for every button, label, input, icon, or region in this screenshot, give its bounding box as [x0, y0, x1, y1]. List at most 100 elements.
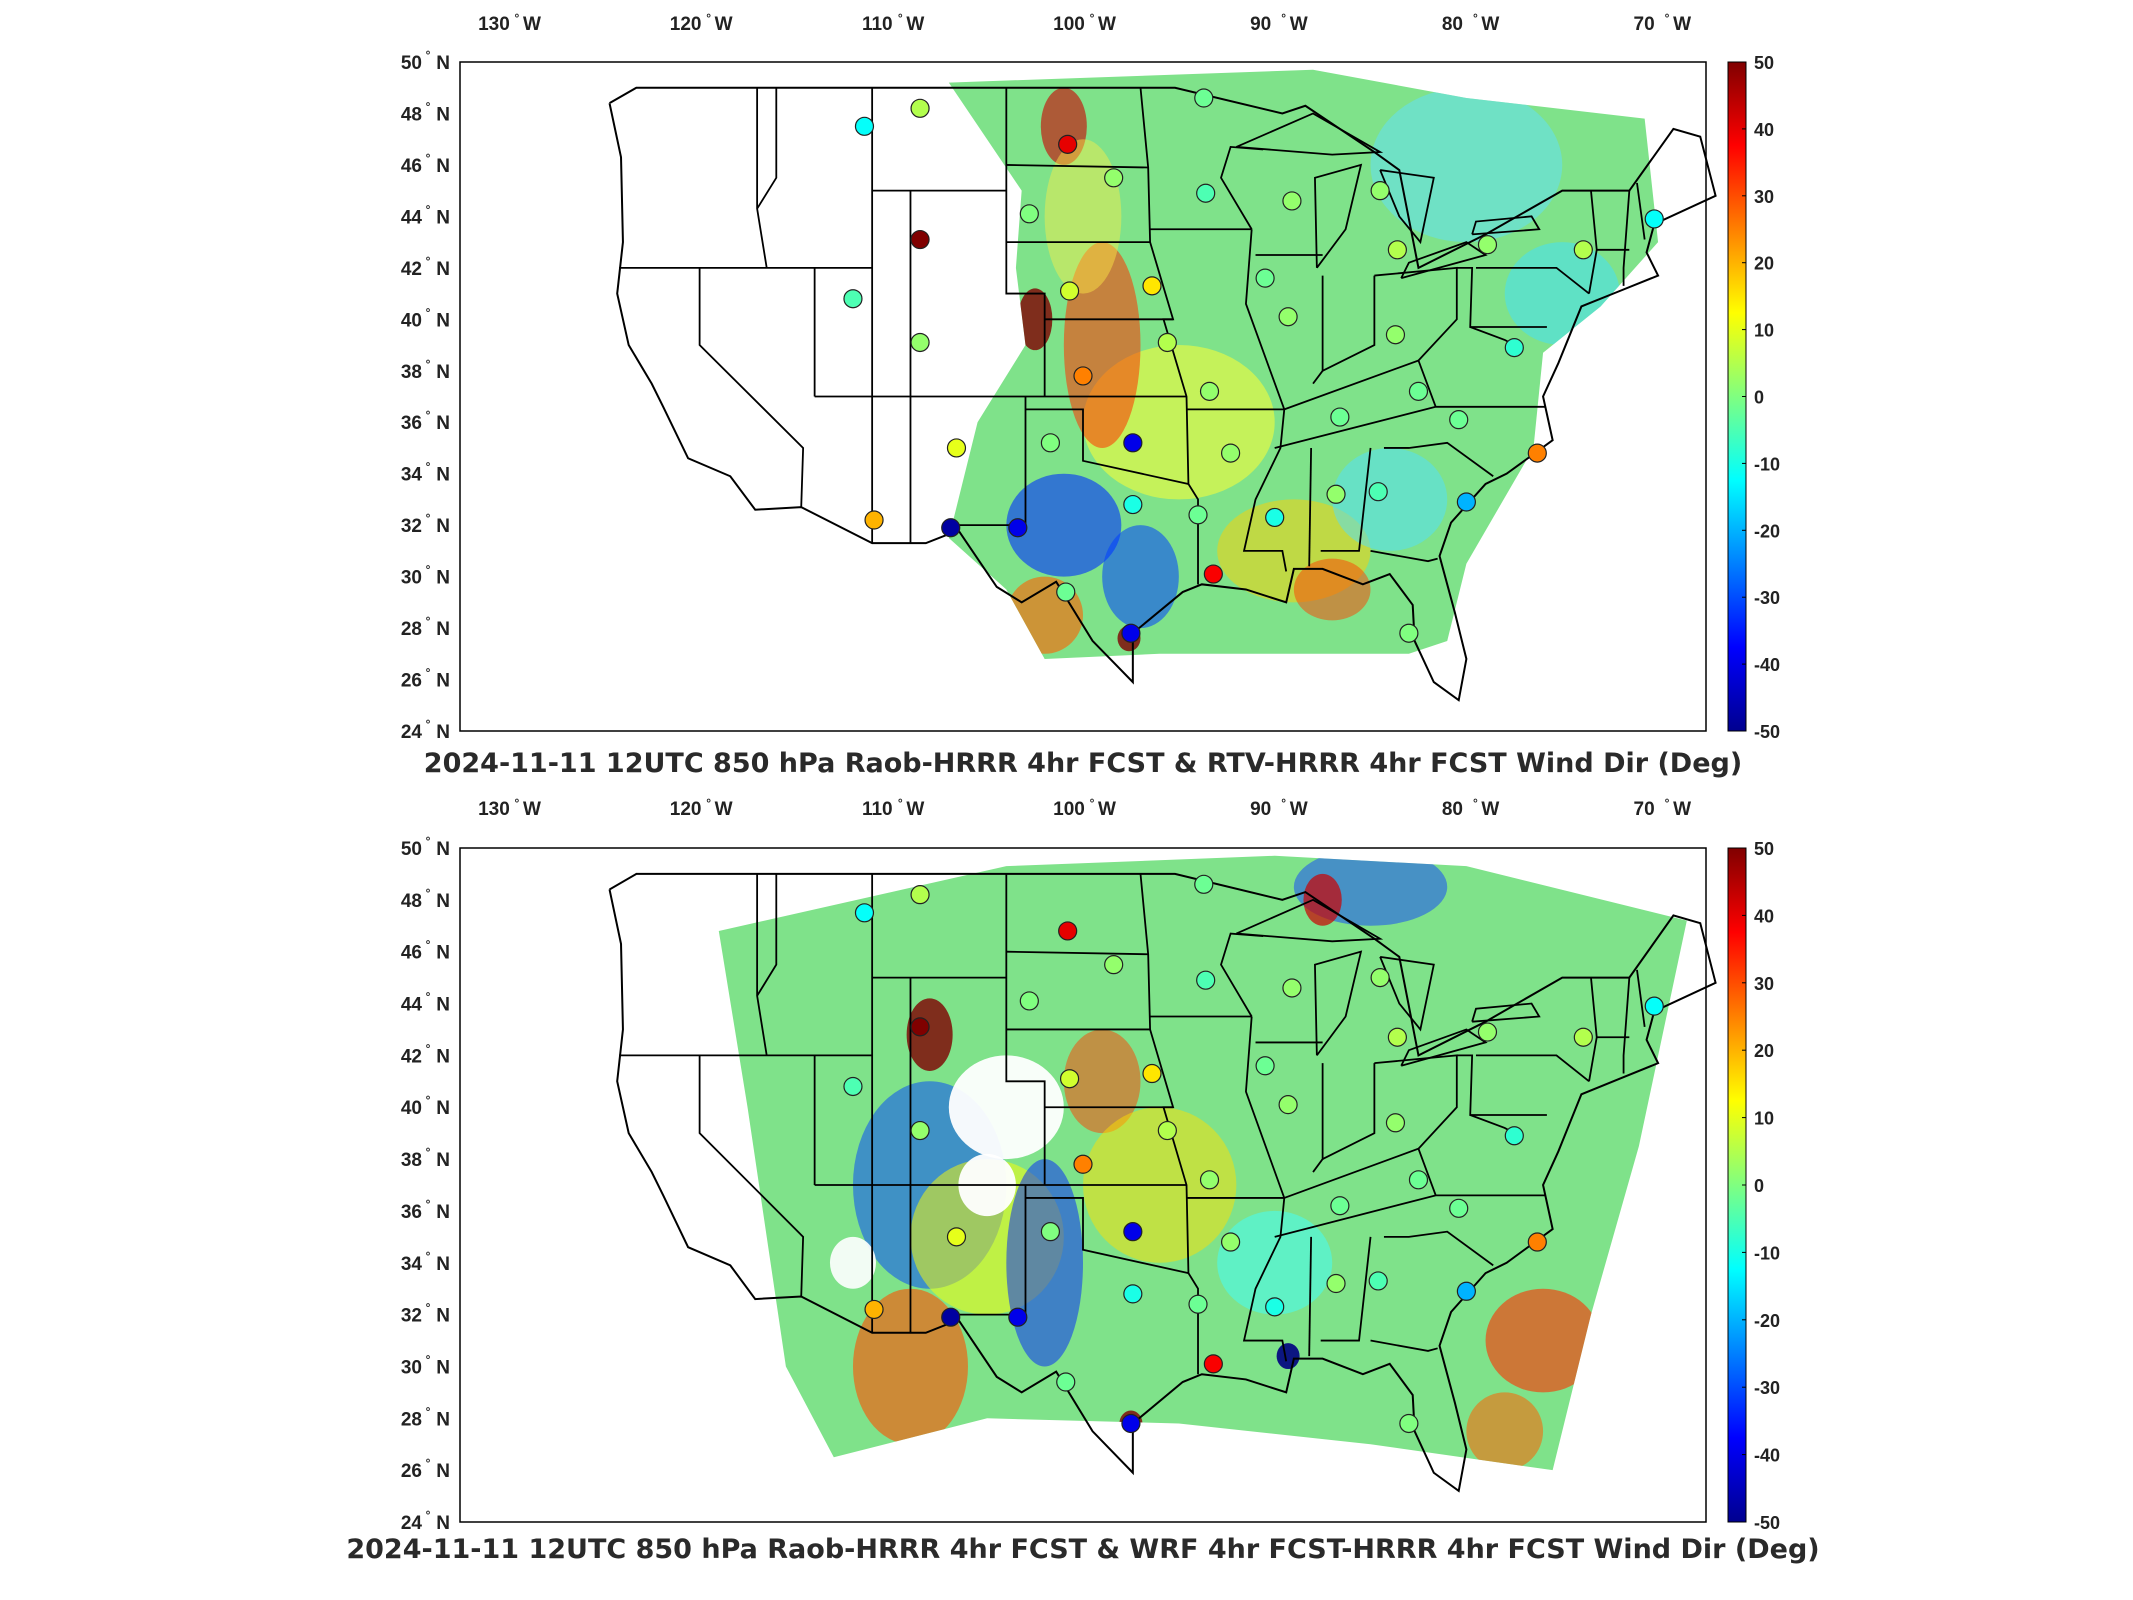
lon-hemisphere-label: W — [1481, 14, 1499, 35]
lake-outline — [1235, 112, 1384, 156]
lat-tick-label: 48 — [401, 891, 422, 912]
state-boundary — [1374, 1054, 1458, 1150]
colorbar-tick-label: -30 — [1754, 588, 1780, 608]
raob-station-marker — [1221, 1232, 1241, 1252]
lat-tick-labels: 50 ° N48 ° N46 ° N44 ° N42 ° N40 ° N38 ° N36 ° N34 ° N32 ° N… — [401, 834, 450, 1534]
degree-symbol: ° — [426, 1404, 431, 1418]
lat-hemisphere-label: N — [436, 1357, 450, 1378]
lat-tick-labels: 50 ° N48 ° N46 ° N44 ° N42 ° N40 ° N38 ° N36 ° N34 ° N32 ° N… — [401, 48, 450, 743]
field-anomaly — [1485, 1288, 1601, 1393]
lon-tick-label: 120 — [670, 14, 702, 35]
field-anomaly — [1466, 1392, 1544, 1471]
raob-station-marker — [1040, 433, 1061, 453]
raob-station-marker — [1188, 1294, 1208, 1314]
raob-station-marker — [1194, 874, 1214, 894]
lon-tick-label: 70 — [1634, 799, 1655, 820]
lake-outline — [1471, 215, 1541, 236]
raob-station-marker — [1408, 381, 1429, 401]
raob-station-marker — [1399, 623, 1419, 643]
state-boundary — [1322, 275, 1376, 372]
lat-hemisphere-label: N — [436, 1409, 450, 1430]
raob-station-marker — [946, 1227, 967, 1247]
degree-symbol: ° — [515, 11, 520, 25]
degree-symbol: ° — [706, 796, 711, 810]
colorbar-tick-label: 0 — [1754, 1176, 1764, 1196]
panel-title: 2024-11-11 12UTC 850 hPa Raob-HRRR 4hr F… — [346, 1534, 1819, 1565]
degree-symbol: ° — [426, 563, 431, 577]
lat-tick-label: 40 — [401, 310, 422, 331]
raob-station-marker — [1196, 970, 1216, 990]
raob-station-marker — [1123, 494, 1143, 515]
raob-station-marker — [1008, 518, 1028, 538]
lat-hemisphere-label: N — [436, 53, 450, 74]
raob-station-marker — [1121, 1413, 1141, 1434]
degree-symbol: ° — [426, 202, 431, 216]
raob-station-marker — [1644, 209, 1664, 229]
field-anomaly — [1006, 473, 1122, 577]
state-boundary — [1622, 977, 1631, 1074]
raob-station-marker — [1265, 1297, 1285, 1317]
lat-tick-label: 28 — [401, 619, 422, 640]
degree-symbol: ° — [515, 796, 520, 810]
degree-symbol: ° — [426, 990, 431, 1004]
raob-station-marker — [1188, 505, 1208, 525]
colorbar-tick-label: 10 — [1754, 321, 1774, 341]
degree-symbol: ° — [1090, 11, 1095, 25]
state-boundary — [1320, 1236, 1372, 1342]
raob-station-marker — [1104, 955, 1124, 975]
degree-symbol: ° — [426, 1456, 431, 1470]
degree-symbol: ° — [426, 1093, 431, 1107]
raob-station-marker — [1278, 307, 1298, 327]
lon-tick-label: 90 — [1250, 14, 1271, 35]
field-anomaly — [1276, 1343, 1300, 1370]
raob-station-marker — [1123, 433, 1143, 453]
lat-tick-label: 30 — [401, 1357, 422, 1378]
colorbar-tick-label: -20 — [1754, 521, 1780, 541]
degree-symbol: ° — [706, 11, 711, 25]
raob-station-marker — [1019, 991, 1039, 1011]
lat-tick-label: 32 — [401, 516, 422, 537]
raob-station-marker — [1326, 484, 1346, 504]
lat-hemisphere-label: N — [436, 207, 450, 228]
degree-symbol: ° — [426, 938, 431, 952]
colorbar-tick-label: -10 — [1754, 1243, 1780, 1263]
raob-station-marker — [1040, 1222, 1061, 1242]
lat-tick-label: 36 — [401, 413, 422, 434]
lat-tick-label: 44 — [401, 995, 423, 1016]
lat-tick-label: 42 — [401, 259, 422, 280]
degree-symbol: ° — [426, 48, 431, 62]
raob-station-marker — [1056, 582, 1076, 602]
raob-station-marker — [1527, 1232, 1547, 1252]
lat-hemisphere-label: N — [436, 259, 450, 280]
raob-station-marker — [1265, 507, 1285, 528]
raob-station-marker — [1573, 1027, 1593, 1047]
colorbar-tick-label: -30 — [1754, 1378, 1780, 1398]
lat-hemisphere-label: N — [436, 568, 450, 589]
raob-station-marker — [1477, 235, 1498, 255]
raob-stations — [843, 874, 1664, 1434]
lat-hemisphere-label: N — [436, 995, 450, 1016]
lon-hemisphere-label: W — [1481, 799, 1499, 820]
degree-symbol: ° — [426, 254, 431, 268]
state-boundary — [1636, 182, 1646, 240]
lat-hemisphere-label: N — [436, 1254, 450, 1275]
raob-station-marker — [1142, 276, 1162, 296]
raob-station-marker — [1456, 492, 1476, 512]
colorbar-tick-label: 40 — [1754, 906, 1774, 926]
degree-symbol: ° — [1473, 11, 1478, 25]
state-boundary — [1308, 1236, 1313, 1357]
lat-tick-label: 40 — [401, 1098, 422, 1119]
degree-symbol: ° — [426, 1352, 431, 1366]
degree-symbol: ° — [426, 357, 431, 371]
degree-symbol: ° — [426, 666, 431, 680]
raob-station-marker — [1408, 1170, 1429, 1190]
lat-tick-label: 30 — [401, 568, 422, 589]
lon-tick-labels: 130 ° W 120 ° W 110 ° W 100 ° W 90 ° W 80 ° W 70 ° W — [478, 796, 1691, 820]
raob-station-marker — [1387, 1027, 1407, 1047]
colorbar-tick-label: -40 — [1754, 1446, 1780, 1466]
lake-outline — [1471, 1002, 1541, 1023]
raob-station-marker — [1573, 240, 1593, 260]
raob-station-marker — [1644, 996, 1664, 1016]
lon-tick-label: 110 — [862, 799, 893, 820]
lon-hemisphere-label: W — [715, 799, 733, 820]
